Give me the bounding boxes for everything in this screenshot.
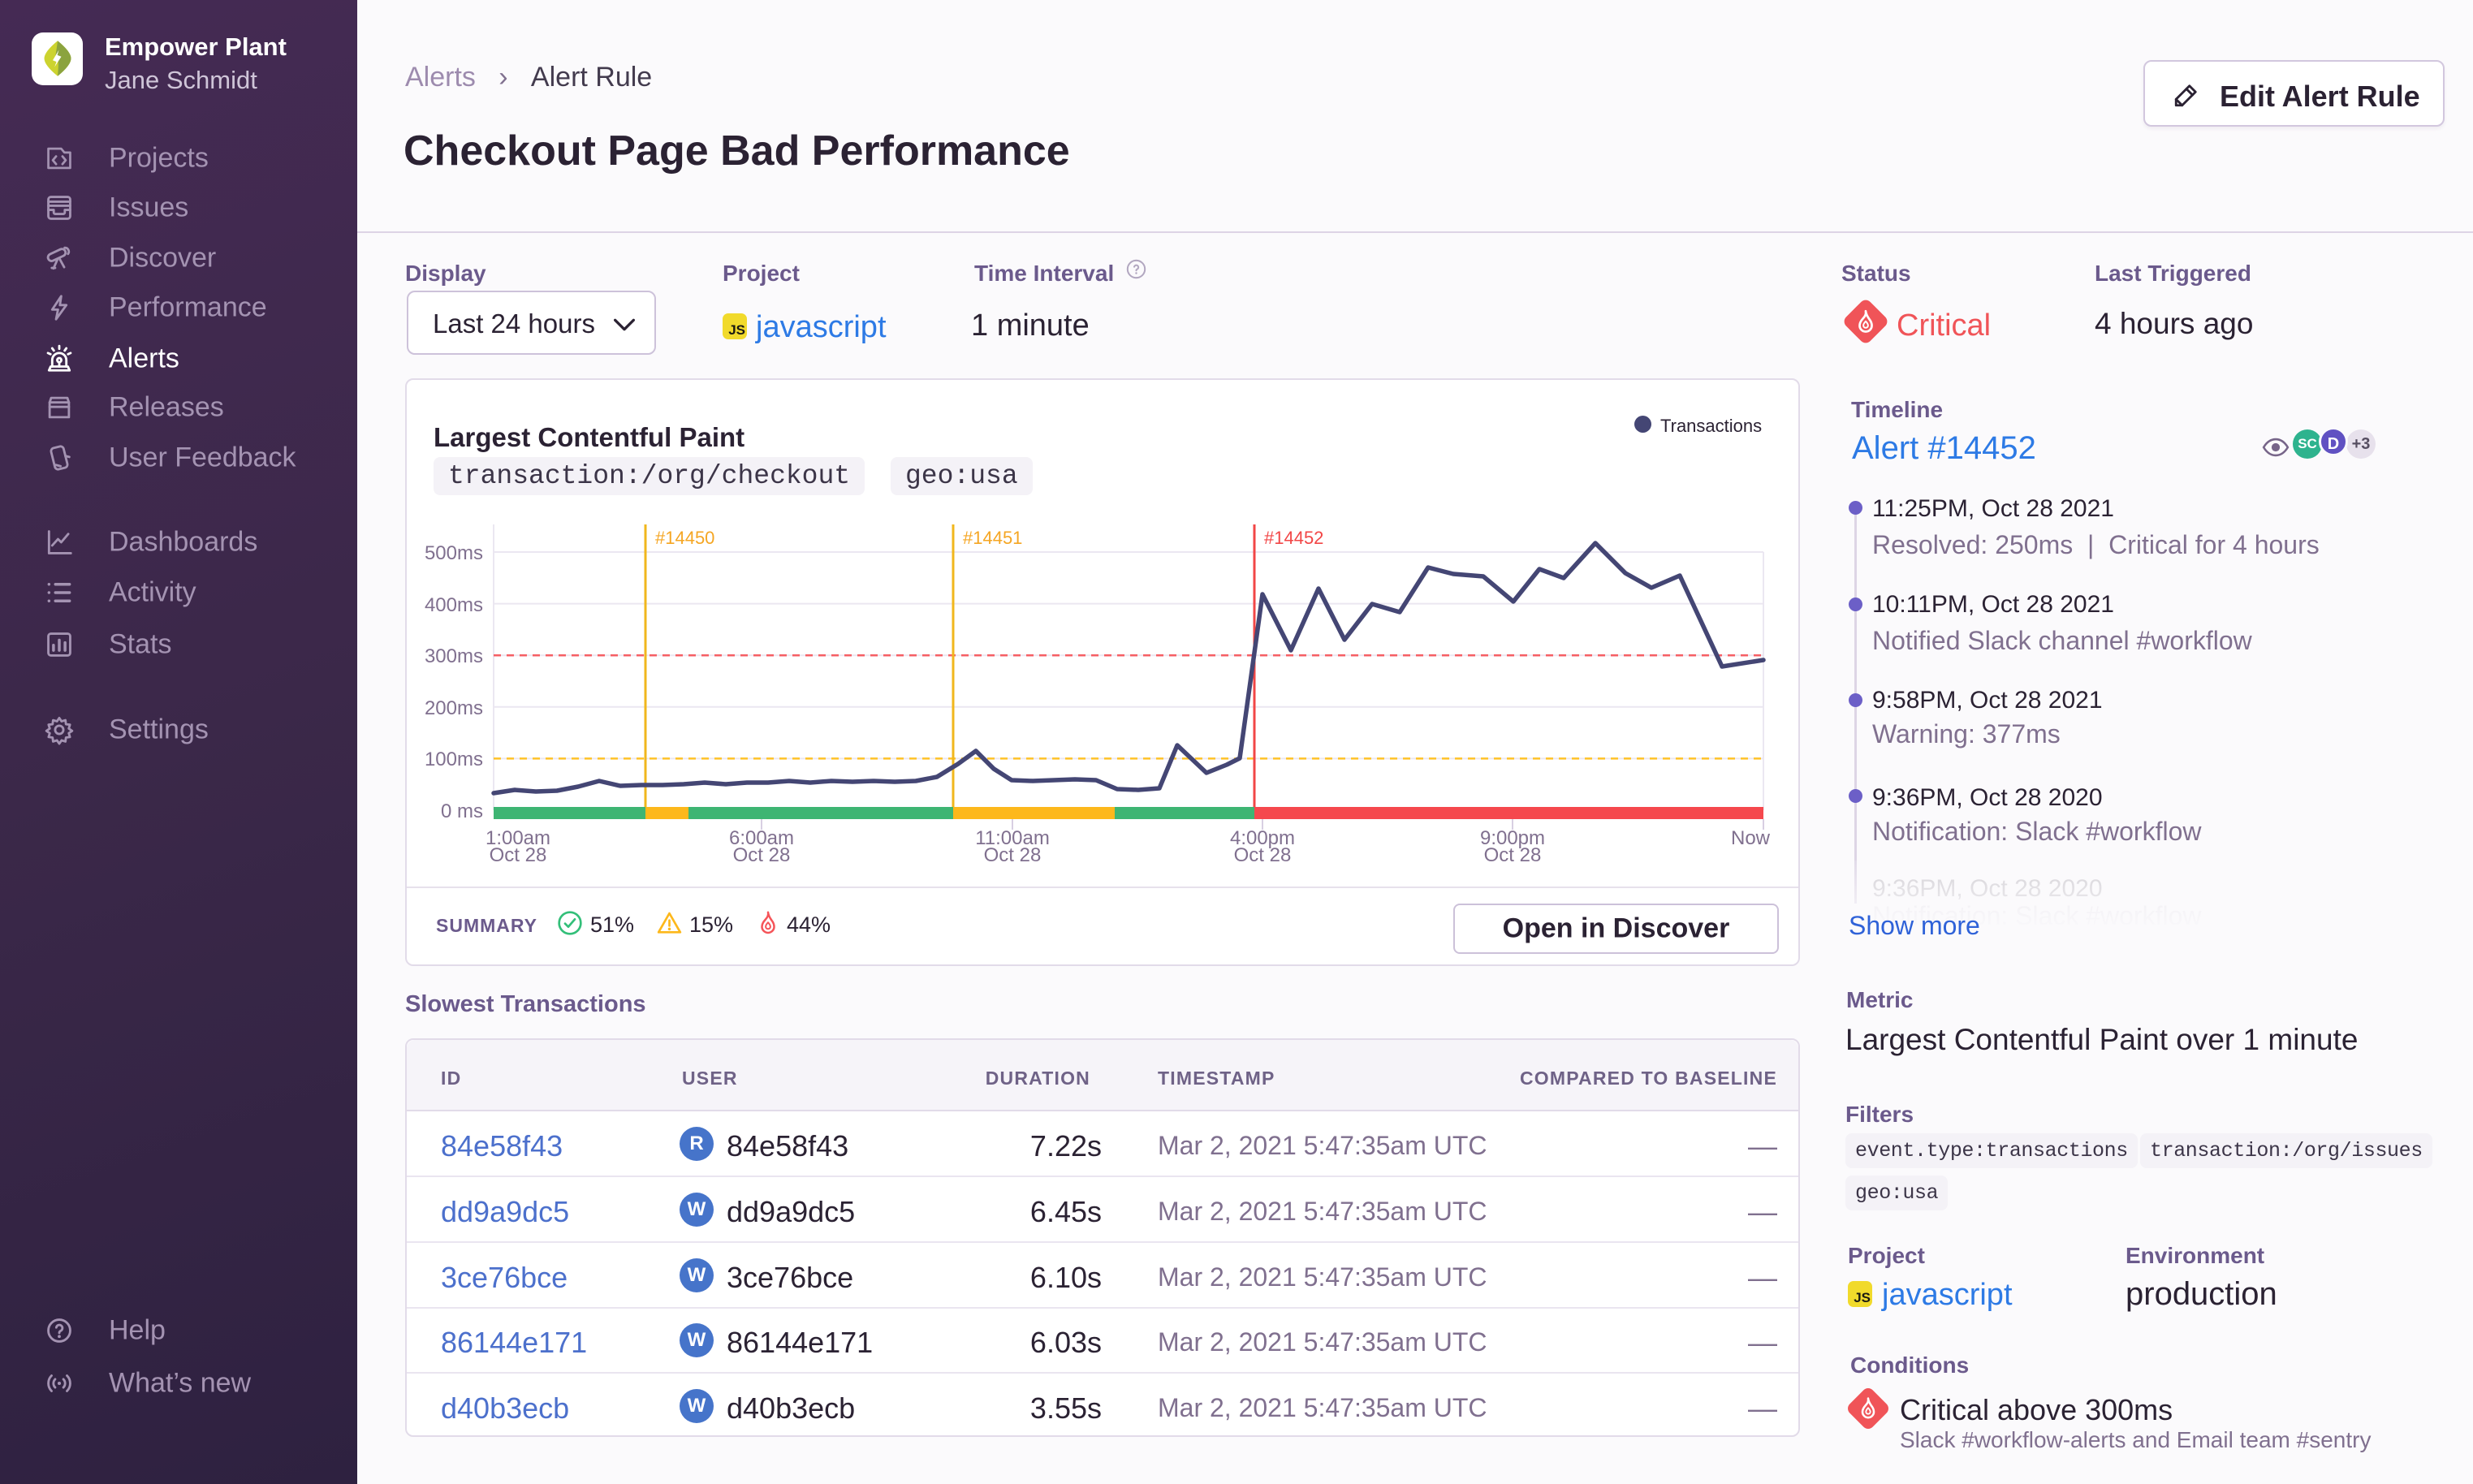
svg-text:Oct 28: Oct 28 [984,844,1042,866]
svg-text:Oct 28: Oct 28 [490,844,547,866]
svg-text:100ms: 100ms [425,748,483,770]
svg-text:#14452: #14452 [1264,528,1323,548]
svg-text:Now: Now [1731,827,1771,849]
svg-text:0 ms: 0 ms [441,800,483,822]
svg-text:400ms: 400ms [425,594,483,616]
svg-text:300ms: 300ms [425,645,483,667]
svg-text:Oct 28: Oct 28 [1234,844,1292,866]
svg-text:4:00pm: 4:00pm [1230,827,1295,849]
svg-text:#14451: #14451 [963,528,1022,548]
svg-text:6:00am: 6:00am [729,827,794,849]
svg-text:1:00am: 1:00am [486,827,550,849]
svg-text:200ms: 200ms [425,697,483,719]
svg-text:Oct 28: Oct 28 [733,844,791,866]
svg-text:11:00am: 11:00am [975,827,1050,849]
svg-text:#14450: #14450 [655,528,714,548]
svg-text:Oct 28: Oct 28 [1484,844,1542,866]
svg-text:500ms: 500ms [425,542,483,564]
svg-text:9:00pm: 9:00pm [1480,827,1545,849]
